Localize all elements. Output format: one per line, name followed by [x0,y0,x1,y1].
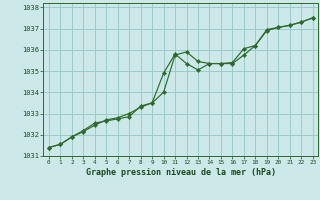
X-axis label: Graphe pression niveau de la mer (hPa): Graphe pression niveau de la mer (hPa) [86,168,276,177]
